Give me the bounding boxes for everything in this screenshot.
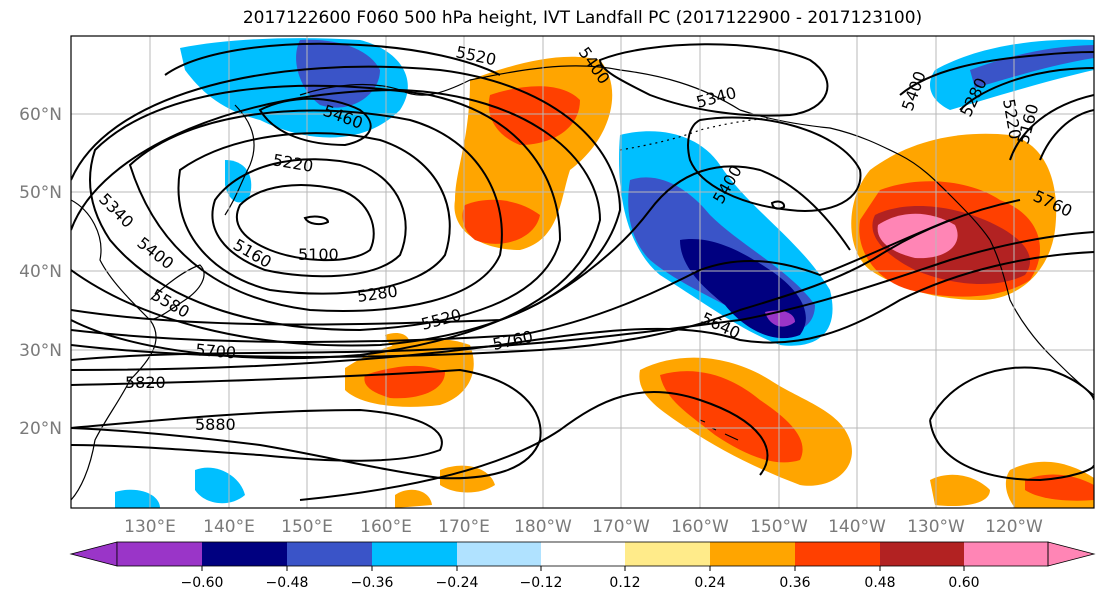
lon-label-130E: 130°E — [124, 517, 176, 537]
colorbar-bin — [964, 542, 1048, 566]
colorbar-tick-label: 0.60 — [948, 575, 979, 591]
colorbar-bin — [541, 542, 625, 566]
lat-label-60N: 60°N — [19, 105, 62, 125]
colorbar: −0.60 −0.48 −0.36 −0.24 −0.12 0.12 0.24 … — [69, 541, 1096, 591]
contour-label: 5100 — [298, 245, 339, 264]
lon-label-130W: 130°W — [907, 517, 965, 537]
colorbar-tick-label: −0.60 — [181, 575, 224, 591]
contour-5400 — [71, 65, 622, 347]
height-contours — [71, 42, 1094, 501]
aleutian-chain — [619, 117, 771, 151]
colorbar-tick-label: 0.12 — [609, 575, 640, 591]
ivt-positive-patch-se2-core — [1025, 474, 1094, 501]
lat-label-20N: 20°N — [19, 419, 62, 439]
contour-5760 — [71, 251, 1094, 371]
lon-label-140W: 140°W — [828, 517, 886, 537]
contour-5880 — [71, 408, 443, 462]
contour-5340-alaska — [598, 43, 829, 117]
contour-5460-north — [258, 97, 372, 147]
contour-5340 — [89, 84, 562, 332]
colorbar-tick-label: −0.24 — [436, 575, 479, 591]
colorbar-ticks — [201, 566, 965, 571]
colorbar-bin — [625, 542, 710, 566]
contour-5880-east — [929, 366, 1094, 482]
ivt-positive-patch-s1 — [440, 465, 495, 493]
contour-5400-ne — [899, 51, 1094, 96]
colorbar-bin — [880, 542, 964, 566]
ivt-positive-mid-nw — [488, 86, 580, 145]
ivt-negative-patch-south — [195, 467, 245, 504]
contour-label: 5880 — [195, 415, 236, 434]
contour-5580 — [71, 219, 951, 343]
contour-5220 — [177, 132, 451, 295]
lon-label-140E: 140°E — [203, 517, 255, 537]
contour-small-closed — [303, 215, 330, 226]
colorbar-bin — [457, 542, 541, 566]
ivt-negative-extreme-central — [765, 310, 795, 327]
coastline-bering-north — [299, 65, 741, 111]
contour-5280 — [128, 109, 503, 312]
map-title: 2017122600 F060 500 hPa height, IVT Land… — [242, 8, 923, 28]
graticule — [71, 36, 1094, 508]
contour-small-closed-2 — [770, 200, 786, 210]
ivt-positive-core-south — [660, 371, 803, 463]
contour-5100 — [235, 184, 375, 262]
contour-5400-alaska — [687, 116, 862, 212]
contour-5820 — [71, 368, 542, 480]
ivt-negative-patch-south2 — [115, 489, 160, 508]
lon-label-150W: 150°W — [750, 517, 808, 537]
lon-label-160W: 160°W — [671, 517, 729, 537]
colorbar-tick-label: −0.12 — [520, 575, 563, 591]
colorbar-bin — [117, 542, 202, 566]
lon-label-170E: 170°E — [438, 517, 490, 537]
lat-label-50N: 50°N — [19, 183, 62, 203]
colorbar-tick-label: −0.48 — [266, 575, 309, 591]
lon-label-120W: 120°W — [985, 517, 1043, 537]
colorbar-tick-label: 0.48 — [864, 575, 895, 591]
contour-5520-north — [164, 42, 501, 76]
contour-5280-ne — [959, 67, 1094, 111]
colorbar-extend-low — [69, 541, 118, 567]
colorbar-tick-label: 0.24 — [694, 575, 725, 591]
colorbar-extend-high — [1047, 541, 1096, 567]
latitude-axis: 60°N 50°N 40°N 30°N 20°N — [19, 105, 62, 439]
contour-label: 5700 — [195, 340, 237, 362]
colorbar-bin — [795, 542, 880, 566]
ivt-negative-core-ne — [970, 45, 1094, 88]
lat-label-40N: 40°N — [19, 262, 62, 282]
coastline-kamchatka — [224, 104, 255, 216]
colorbar-bin — [372, 542, 457, 566]
map-frame — [70, 35, 1095, 509]
contour-5160 — [211, 158, 407, 278]
ivt-positive-patch-s2 — [395, 489, 432, 508]
lon-label-170W: 170°W — [592, 517, 650, 537]
colorbar-bin — [287, 542, 372, 566]
ivt-positive-patch-se1 — [930, 474, 990, 507]
contour-5700 — [71, 231, 1094, 361]
contour-5460 — [71, 88, 602, 360]
colorbar-tick-label: −0.36 — [351, 575, 394, 591]
contour-label: 5820 — [125, 373, 166, 392]
contour-5880-pacific-south — [299, 391, 769, 501]
contour-5220-ne — [1009, 94, 1094, 161]
colorbar-bin — [202, 542, 287, 566]
longitude-axis: 130°E 140°E 150°E 160°E 170°E 180°W 170°… — [124, 517, 1043, 537]
lon-label-150E: 150°E — [281, 517, 333, 537]
contour-5160-ne — [1039, 109, 1094, 161]
coastline-alaska — [739, 109, 991, 241]
lat-label-30N: 30°N — [19, 341, 62, 361]
colorbar-tick-label: 0.36 — [779, 575, 810, 591]
lon-label-180W: 180°W — [514, 517, 572, 537]
coastline-japan — [149, 264, 205, 321]
lon-label-160E: 160°E — [360, 517, 412, 537]
colorbar-frame — [116, 541, 1049, 567]
colorbar-bin — [710, 542, 795, 566]
contour-5520 — [71, 165, 851, 326]
